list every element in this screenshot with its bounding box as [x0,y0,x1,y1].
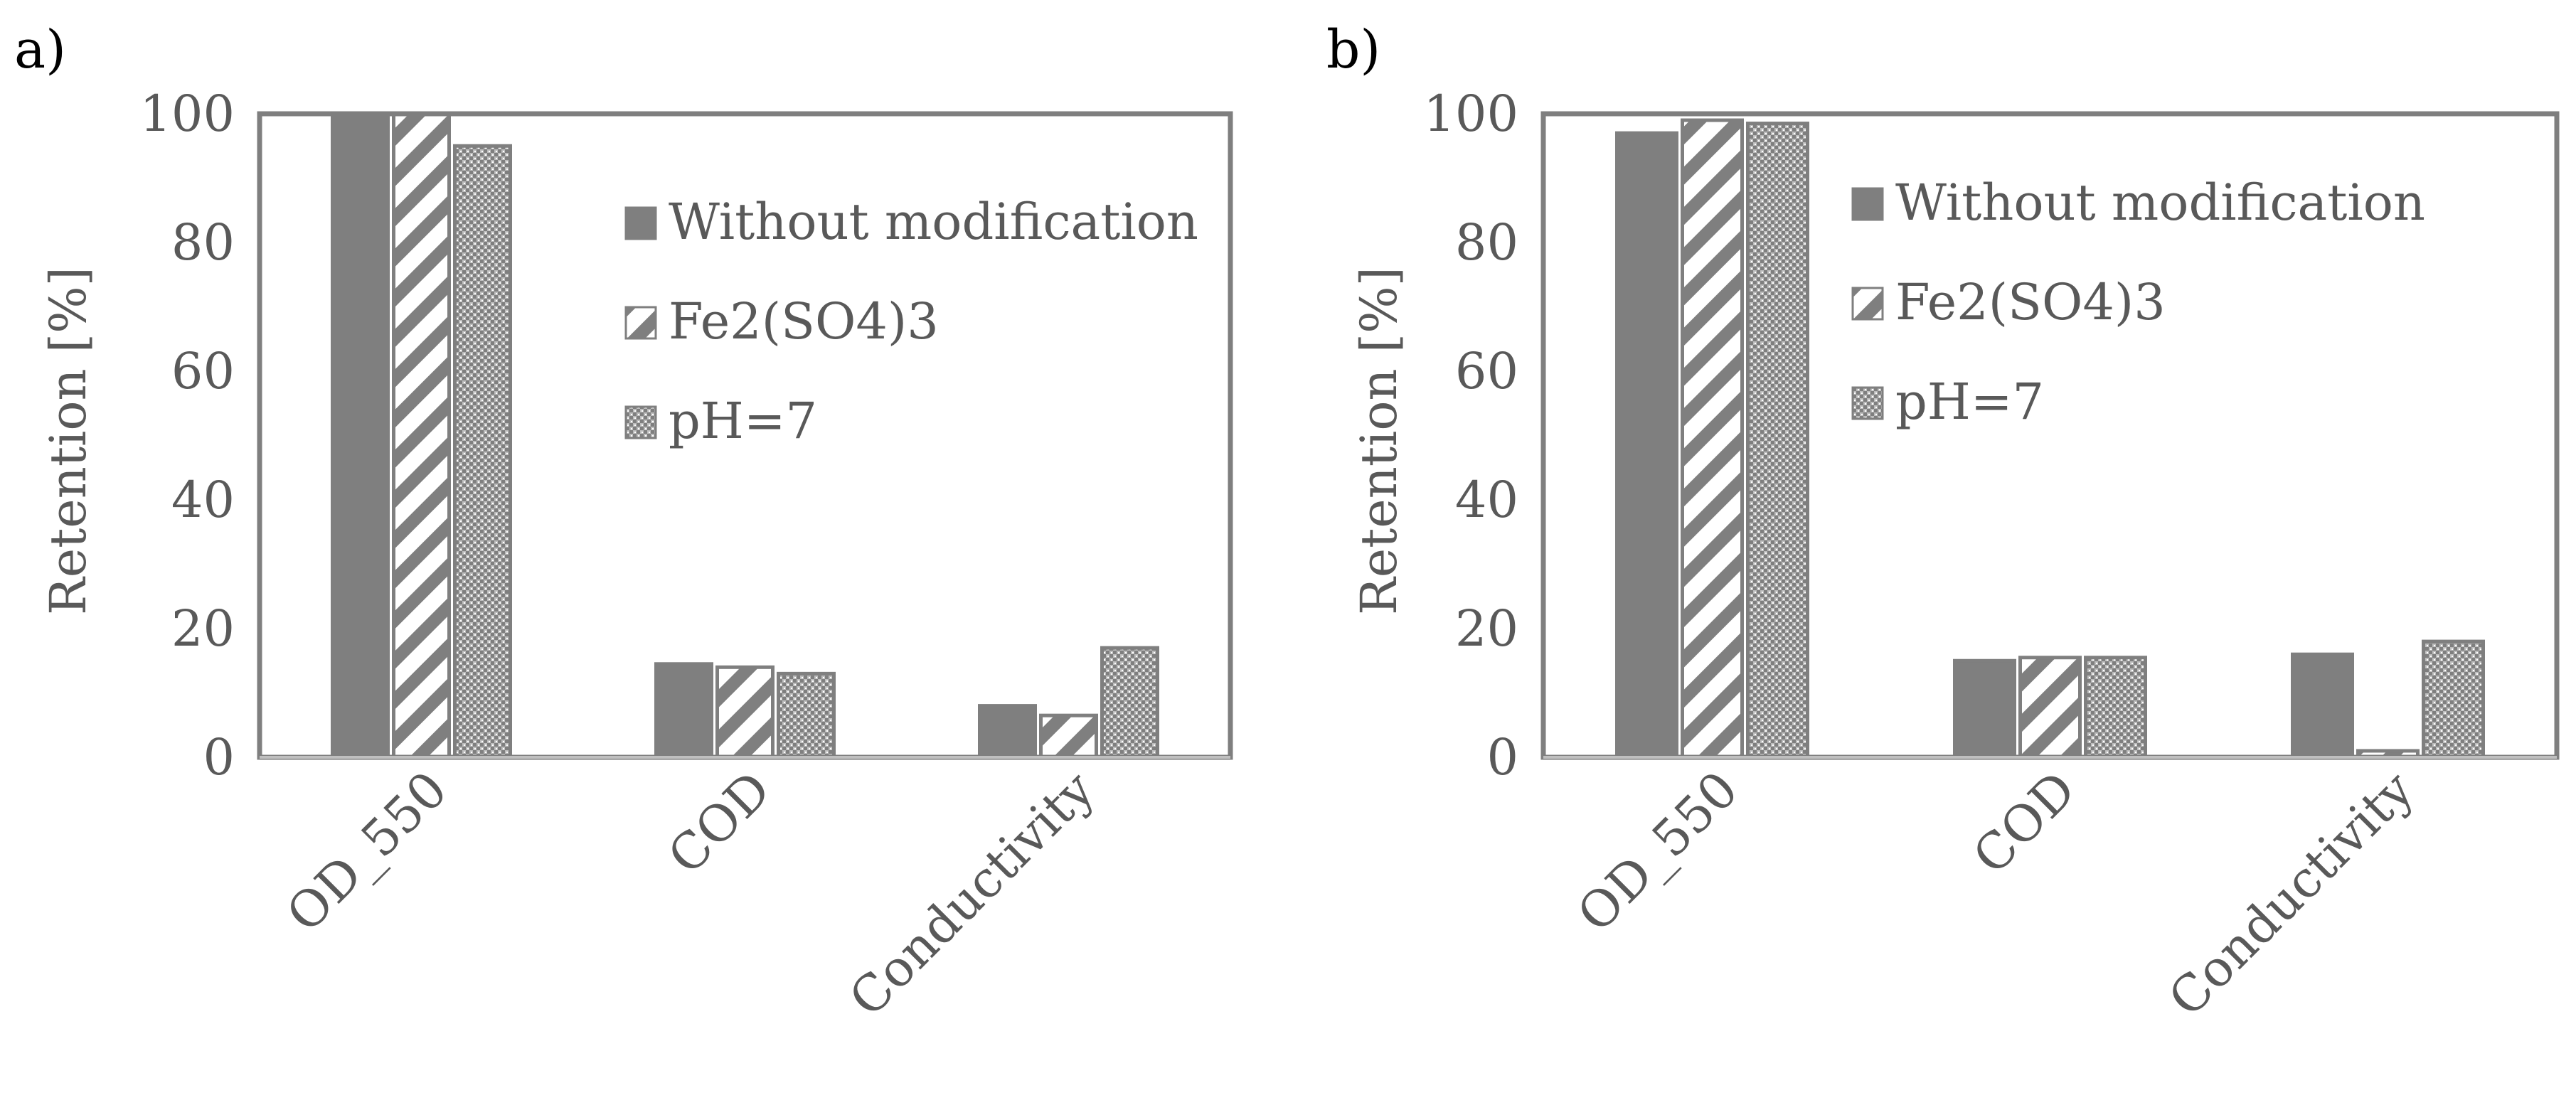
bars [331,112,1159,759]
legend-swatch-ph7 [1851,386,1884,420]
y-tick-label: 60 [171,342,235,400]
bar-conductivity-without-modification [978,704,1037,759]
y-ticks: 0 20 40 60 80 100 [1423,85,1518,786]
bar-cod-without-modification [1953,658,2016,759]
bar-conductivity-ph-7 [1100,646,1159,759]
legend-label-fe2so43: Fe2(SO4)3 [669,292,939,351]
legend-swatch-without-modification [624,206,657,240]
y-tick-label: 0 [1486,728,1518,786]
x-tick-label-cod: COD [656,760,782,885]
x-tick-labels: OD_550 COD Conductivity [275,760,1106,1028]
y-ticks: 0 20 40 60 80 100 [139,85,235,786]
y-tick-label: 40 [1455,471,1518,529]
bar-od-550-fe2-so4-3 [392,112,451,759]
bar-cod-fe2-so4-3 [2018,656,2082,759]
bar-od-550-ph-7 [453,144,512,759]
legend-label-ph7: pH=7 [1895,373,2044,431]
x-tick-label-od-550: OD_550 [275,760,458,943]
y-tick-label: 100 [1423,85,1518,143]
x-tick-label-od-550: OD_550 [1566,760,1749,943]
x-tick-label-conductivity: Conductivity [2157,760,2425,1028]
x-tick-label-cod: COD [1962,760,2087,885]
x-tick-label-conductivity: Conductivity [838,760,1106,1028]
legend-label-ph7: pH=7 [669,392,817,450]
bar-cod-ph-7 [2084,656,2147,759]
y-tick-label: 100 [139,85,235,143]
chart-panel-b: b) Retention [%] 0 20 40 60 80 100 OD_550 COD C… [1326,19,2560,1028]
y-tick-label: 80 [171,213,235,272]
legend-label-without-modification: Without modification [1895,174,2425,232]
legend-swatch-without-modification [1851,187,1884,221]
y-tick-label: 60 [1455,342,1518,400]
y-tick-label: 0 [203,728,235,786]
y-axis-label: Retention [%] [39,267,97,615]
bar-conductivity-fe2-so4-3 [1039,713,1098,759]
bar-od-550-ph-7 [1746,122,1809,759]
bar-cod-ph-7 [777,671,836,759]
legend-label-fe2so43: Fe2(SO4)3 [1895,273,2166,331]
bar-od-550-without-modification [331,112,390,759]
y-tick-label: 20 [171,599,235,658]
y-axis-label: Retention [%] [1350,267,1408,615]
x-tick-labels: OD_550 COD Conductivity [1566,760,2425,1028]
y-tick-label: 40 [171,471,235,529]
bar-conductivity-ph-7 [2422,639,2485,759]
bar-cod-fe2-so4-3 [715,665,775,759]
bar-conductivity-without-modification [2291,652,2354,759]
panel-label: b) [1326,19,1380,80]
legend-swatch-fe2so43 [624,306,657,340]
bar-cod-without-modification [654,662,713,759]
legend-label-without-modification: Without modification [669,193,1198,251]
chart-panel-a: a) Retention [%] 0 20 40 60 80 100 OD_550 COD C… [14,19,1233,1028]
bars [1615,118,2485,759]
legend: Without modification Fe2(SO4)3 pH=7 [1851,174,2425,431]
panel-label: a) [14,19,66,80]
y-tick-label: 20 [1455,599,1518,658]
legend-swatch-ph7 [624,405,657,439]
y-tick-label: 80 [1455,213,1518,272]
legend-swatch-fe2so43 [1851,287,1884,321]
bar-od-550-without-modification [1615,131,1678,759]
bar-od-550-fe2-so4-3 [1681,118,1744,759]
legend: Without modification Fe2(SO4)3 pH=7 [624,193,1198,450]
